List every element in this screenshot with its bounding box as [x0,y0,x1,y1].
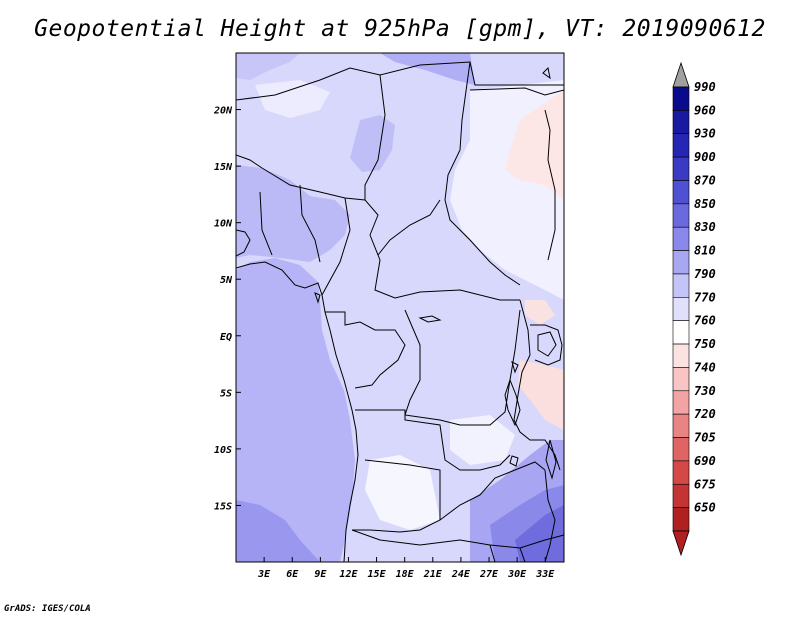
legend-label: 730 [694,384,716,398]
legend-swatch [672,203,690,228]
legend-swatch [672,273,690,298]
legend-label: 960 [694,103,716,117]
legend-top-arrow [672,61,690,88]
y-tick-label: 20N [213,106,233,117]
river-congo [418,315,442,323]
legend-swatch [672,437,690,462]
y-tick-label: 15N [214,162,233,173]
y-tick-label: 15S [214,501,232,512]
x-tick-label: 12E [339,569,358,580]
legend-swatch [672,320,690,345]
legend-swatch [672,86,690,111]
x-axis: 3E 6E 9E 12E 15E 18E 21E 24E 27E 30E 33E [257,557,555,580]
legend-swatch [672,110,690,135]
legend-label: 690 [694,454,716,468]
field-north-patch [380,53,475,85]
legend-label: 675 [694,477,716,491]
field-westafrica-810 [236,165,350,262]
x-tick-label: 24E [451,569,471,580]
field-east-pink-750 [505,90,564,200]
lake-kariba [509,455,519,467]
field-angola-light [365,455,440,530]
legend-swatch [672,390,690,415]
lake-tanganyika [504,378,521,427]
field-sahara-patch [350,115,395,172]
legend-swatch [672,413,690,438]
legend-swatch [672,250,690,275]
field-lakes-pink-750 [518,360,564,430]
y-tick-label: 5S [220,388,232,399]
legend-label: 810 [694,244,716,258]
x-tick-label: 15E [368,569,387,580]
field-zambia-light [450,415,515,465]
field-uganda-pink [525,300,555,325]
x-tick-label: 21E [423,569,443,580]
lake-malawi [545,439,557,480]
red-sea-fragment [542,66,551,80]
legend-label: 760 [694,314,716,328]
legend-label: 705 [694,431,716,445]
legend-label: 930 [694,127,716,141]
x-tick-label: 3E [257,569,271,580]
legend-label: 830 [694,220,716,234]
legend-swatch [672,483,690,508]
x-tick-label: 9E [314,569,327,580]
x-tick-label: 6E [286,569,299,580]
bioko-island [314,292,321,304]
legend-label: 720 [694,407,716,421]
legend-swatch [672,343,690,368]
legend-swatch [672,133,690,158]
lakes [314,66,557,480]
legend-label: 850 [694,197,716,211]
legend-label: 740 [694,360,716,374]
x-tick-label: 30E [507,569,527,580]
legend-swatch [672,156,690,181]
colorbar-legend: 990 960 930 900 870 850 830 810 790 770 760 750 740 7… [672,61,716,557]
legend-swatch [672,226,690,251]
y-tick-label: EQ [220,332,232,343]
x-tick-label: 18E [396,569,415,580]
legend-label: 790 [694,267,716,281]
field-nw-patch [236,53,300,80]
legend-label: 870 [694,173,716,187]
footer-credit: GrADS: IGES/COLA [4,604,91,614]
legend-label: 650 [694,501,716,515]
x-tick-label: 27E [479,569,499,580]
lake-kivu [511,361,519,374]
field-sw-830 [236,500,320,562]
legend-swatch [672,180,690,205]
legend-label: 750 [694,337,716,351]
plot-frame [235,52,565,563]
chart-title: Geopotential Height at 925hPa [gpm], VT:… [34,16,766,42]
y-tick-label: 10S [214,445,232,456]
lake-victoria [537,331,557,357]
legend-label: 990 [694,80,716,94]
x-tick-label: 33E [535,569,555,580]
geopotential-field [236,53,564,562]
y-tick-label: 5N [220,275,233,286]
legend-label: 770 [694,290,716,304]
y-tick-label: 10N [214,219,233,230]
field-se-850 [515,505,564,562]
legend-swatch [672,507,690,532]
field-north-light [255,80,330,118]
legend-swatch [672,460,690,485]
field-ocean-810 [236,258,355,562]
legend-bottom-arrow [672,530,690,557]
country-borders [236,61,564,562]
legend-swatch [672,367,690,392]
legend-swatch [672,297,690,321]
legend-label: 900 [694,150,716,164]
y-axis: 20N 15N 10N 5N EQ 5S 10S 15S [213,106,241,512]
